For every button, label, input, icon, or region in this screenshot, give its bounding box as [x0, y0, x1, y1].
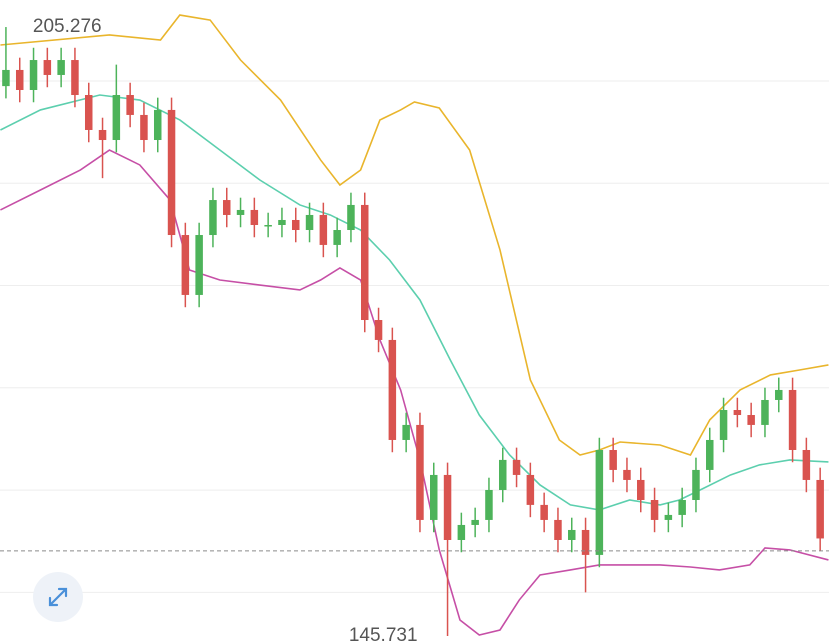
candle-body: [98, 129, 107, 141]
candle-body: [167, 109, 176, 236]
candle-body: [195, 235, 203, 295]
candle-body: [678, 500, 686, 515]
candle-body: [181, 235, 190, 295]
candle-body: [706, 439, 714, 470]
candle-body: [374, 320, 383, 340]
candle-body: [485, 489, 493, 520]
extreme-label: 205.276: [33, 16, 102, 37]
candle-body: [84, 95, 93, 130]
candle-body: [250, 209, 259, 225]
candle-body: [402, 424, 410, 440]
candle-body: [802, 449, 811, 480]
candle-body: [430, 474, 438, 520]
candle-body: [747, 415, 755, 425]
candle-body: [650, 500, 659, 520]
candle-body: [554, 519, 562, 540]
candle-body: [581, 529, 590, 555]
candle-body: [512, 459, 521, 475]
candle-body: [278, 219, 286, 225]
candle-body: [471, 519, 479, 525]
candle-body: [140, 114, 148, 141]
candle-body: [43, 60, 52, 75]
candle-body: [264, 224, 272, 227]
candle-body: [71, 60, 79, 96]
candle-body: [568, 529, 576, 540]
candle-body: [416, 424, 424, 520]
candle-body: [319, 214, 328, 245]
candle-body: [291, 219, 300, 231]
candle-body: [733, 410, 742, 416]
candle-body: [153, 109, 162, 141]
labels: 205.276 145.731: [0, 16, 829, 644]
candle-body: [388, 339, 397, 440]
candle-body: [526, 474, 535, 505]
candle-body: [499, 459, 507, 490]
candle-body: [2, 69, 10, 87]
candle-body: [623, 469, 631, 480]
candle-body: [333, 230, 341, 245]
candle-body: [664, 514, 673, 520]
candle-body: [788, 389, 797, 450]
candle-body: [692, 469, 700, 501]
candle-body: [29, 60, 38, 90]
candle-body: [609, 449, 617, 470]
candle-body: [305, 214, 314, 231]
candles: [2, 27, 824, 637]
candle-body: [112, 95, 121, 141]
candle-body: [15, 69, 24, 90]
candle-body: [775, 389, 783, 400]
candle-body: [222, 200, 231, 215]
candle-body: [209, 200, 217, 236]
candle-body: [236, 209, 245, 215]
extreme-label: 145.731: [349, 625, 418, 644]
candle-body: [457, 524, 466, 540]
grid: [0, 80, 829, 593]
candle-body: [360, 204, 369, 321]
candle-body: [57, 60, 65, 75]
candle-body: [540, 504, 548, 520]
candle-body: [816, 479, 824, 539]
band-line: [0, 14, 829, 456]
candle-body: [719, 410, 728, 440]
expand-icon: [48, 587, 68, 607]
candle-body: [126, 95, 134, 115]
candle-body: [637, 479, 645, 501]
candle-body: [347, 204, 355, 231]
candle-body: [761, 399, 769, 425]
candle-body: [595, 449, 604, 555]
expand-button[interactable]: [33, 572, 83, 622]
candle-body: [443, 474, 452, 540]
